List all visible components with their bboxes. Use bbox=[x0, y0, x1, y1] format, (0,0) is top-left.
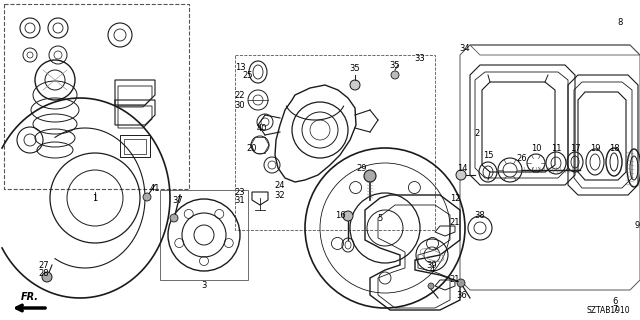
Text: 16: 16 bbox=[335, 211, 346, 220]
Text: 15: 15 bbox=[483, 150, 493, 159]
Text: 4: 4 bbox=[429, 266, 435, 275]
Circle shape bbox=[343, 211, 353, 221]
Text: 32: 32 bbox=[275, 190, 285, 199]
Text: 24: 24 bbox=[275, 180, 285, 189]
Text: 5: 5 bbox=[378, 213, 383, 222]
Bar bbox=[235, 55, 435, 230]
Text: 39: 39 bbox=[427, 260, 437, 269]
Circle shape bbox=[456, 170, 466, 180]
Text: 38: 38 bbox=[475, 211, 485, 220]
Text: 40: 40 bbox=[257, 124, 268, 132]
Text: 11: 11 bbox=[551, 143, 561, 153]
Text: 10: 10 bbox=[531, 143, 541, 153]
Text: 17: 17 bbox=[570, 143, 580, 153]
Circle shape bbox=[428, 283, 434, 289]
Text: 36: 36 bbox=[456, 291, 467, 300]
Text: 30: 30 bbox=[235, 100, 245, 109]
Text: 21: 21 bbox=[450, 276, 460, 284]
Text: 18: 18 bbox=[609, 143, 620, 153]
Text: 25: 25 bbox=[243, 70, 253, 79]
Text: 33: 33 bbox=[415, 53, 426, 62]
Text: FR.: FR. bbox=[21, 292, 39, 302]
Text: 21: 21 bbox=[450, 218, 460, 227]
Text: 3: 3 bbox=[202, 281, 207, 290]
Text: 12: 12 bbox=[450, 194, 460, 203]
Text: 28: 28 bbox=[38, 268, 49, 277]
Text: 1: 1 bbox=[92, 194, 98, 203]
Text: 13: 13 bbox=[235, 62, 245, 71]
Text: 8: 8 bbox=[618, 18, 623, 27]
Text: 26: 26 bbox=[516, 154, 527, 163]
Text: 9: 9 bbox=[634, 220, 639, 229]
Text: 31: 31 bbox=[235, 196, 245, 204]
Text: 29: 29 bbox=[356, 164, 367, 172]
Text: 35: 35 bbox=[349, 63, 360, 73]
Circle shape bbox=[42, 272, 52, 282]
Text: 14: 14 bbox=[457, 164, 467, 172]
Bar bbox=[124, 139, 146, 154]
Text: 27: 27 bbox=[38, 260, 49, 269]
Bar bbox=[120, 135, 150, 157]
Text: 37: 37 bbox=[173, 196, 184, 204]
Circle shape bbox=[457, 279, 465, 287]
Circle shape bbox=[143, 193, 151, 201]
Bar bbox=[160, 190, 248, 280]
Text: 7: 7 bbox=[612, 306, 618, 315]
Text: 41: 41 bbox=[150, 183, 160, 193]
Circle shape bbox=[170, 214, 178, 222]
Text: 2: 2 bbox=[474, 129, 479, 138]
Text: 23: 23 bbox=[235, 188, 245, 196]
Text: 34: 34 bbox=[460, 44, 470, 52]
Bar bbox=[4, 4, 189, 189]
Circle shape bbox=[391, 71, 399, 79]
Text: SZTAB1910: SZTAB1910 bbox=[586, 306, 630, 315]
Text: 6: 6 bbox=[612, 298, 618, 307]
Text: 20: 20 bbox=[247, 143, 257, 153]
Circle shape bbox=[350, 80, 360, 90]
Circle shape bbox=[364, 170, 376, 182]
Text: 22: 22 bbox=[235, 91, 245, 100]
Text: 19: 19 bbox=[589, 143, 600, 153]
Text: 35: 35 bbox=[390, 60, 400, 69]
